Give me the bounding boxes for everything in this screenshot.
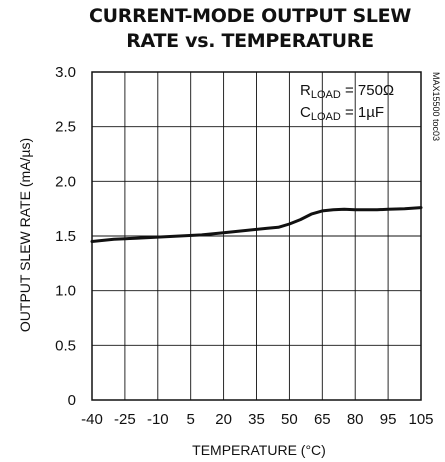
y-axis-label: OUTPUT SLEW RATE (mA/µs) [17, 138, 33, 332]
x-tick-labels: -40 -25 -10 5 20 35 50 65 80 95 105 [81, 411, 433, 428]
chart-title-line1: CURRENT-MODE OUTPUT SLEW [89, 5, 411, 27]
grid-lines [92, 72, 421, 400]
x-tick-label: -40 [81, 411, 103, 428]
y-tick-label: 0.5 [55, 337, 76, 354]
x-tick-label: 105 [408, 411, 433, 428]
figure-code: MAX15500 toc03 [431, 72, 441, 141]
cload-annotation: CLOAD = 1µF [300, 104, 384, 123]
y-tick-label: 2.5 [55, 119, 76, 136]
x-tick-label: 50 [281, 411, 298, 428]
x-tick-label: 5 [187, 411, 195, 428]
x-tick-label: 95 [380, 411, 397, 428]
chart-title: CURRENT-MODE OUTPUT SLEW RATE vs. TEMPER… [70, 4, 430, 54]
series-line [90, 206, 423, 243]
x-tick-label: -10 [147, 411, 169, 428]
y-tick-label: 3.0 [55, 64, 76, 81]
x-tick-label: 20 [215, 411, 232, 428]
y-tick-label: 1.0 [55, 283, 76, 300]
x-tick-label: -25 [114, 411, 136, 428]
x-tick-label: 35 [248, 411, 265, 428]
y-tick-label: 0 [68, 392, 76, 409]
chart-title-line2: RATE vs. TEMPERATURE [126, 30, 374, 52]
plot-frame [91, 71, 422, 401]
rload-annotation: RLOAD = 750Ω [300, 82, 394, 101]
y-tick-label: 1.5 [55, 228, 76, 245]
x-tick-label: 80 [347, 411, 364, 428]
y-tick-labels: 0 0.5 1.0 1.5 2.0 2.5 3.0 [55, 64, 76, 409]
x-tick-label: 65 [314, 411, 331, 428]
x-axis-label: TEMPERATURE (°C) [192, 442, 326, 458]
y-tick-label: 2.0 [55, 173, 76, 190]
